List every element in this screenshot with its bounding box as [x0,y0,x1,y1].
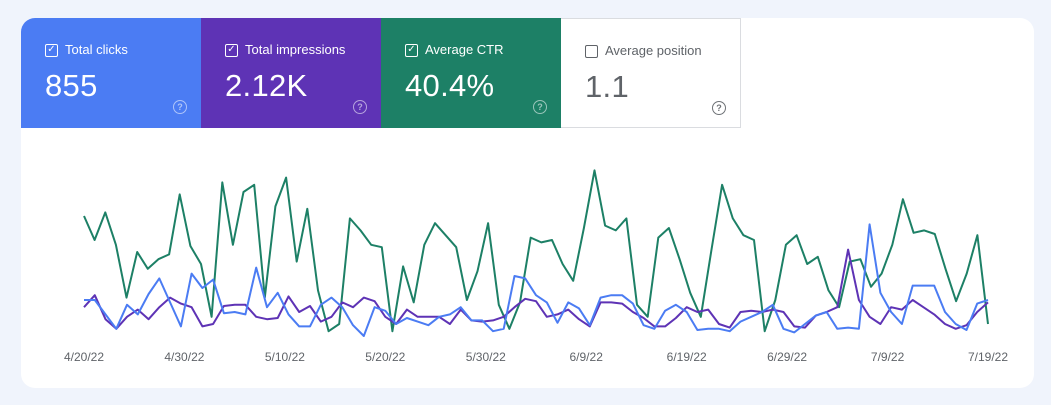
performance-card: ✓ Total clicks 855 ? ✓ Total impressions… [21,18,1034,388]
x-tick-label: 7/9/22 [871,350,905,364]
help-icon[interactable]: ? [712,101,726,115]
tile-total-clicks[interactable]: ✓ Total clicks 855 ? [21,18,201,128]
x-tick-label: 5/20/22 [365,350,405,364]
x-tick-label: 5/10/22 [265,350,305,364]
checkbox-unchecked-icon[interactable] [585,44,598,58]
metric-label: Total clicks [65,42,128,57]
series-layer [83,169,989,337]
tile-average-position[interactable]: Average position 1.1 ? [561,18,741,128]
help-icon[interactable]: ? [353,100,367,114]
tile-label-row: ✓ Total impressions [225,42,345,58]
metric-value: 1.1 [585,69,629,104]
x-tick-label: 6/9/22 [570,350,604,364]
x-tick-label: 5/30/22 [466,350,506,364]
series-line-average-ctr [83,169,989,333]
tile-label-row: ✓ Average CTR [405,42,504,58]
help-icon[interactable]: ? [533,100,547,114]
metric-value: 855 [45,68,98,103]
checkbox-checked-icon[interactable]: ✓ [225,43,238,57]
metric-value: 2.12K [225,68,308,103]
metric-label: Total impressions [245,42,346,57]
checkbox-checked-icon[interactable]: ✓ [405,43,418,57]
x-tick-label: 4/20/22 [64,350,104,364]
metric-label: Average position [605,43,702,58]
help-icon[interactable]: ? [173,100,187,114]
tile-average-ctr[interactable]: ✓ Average CTR 40.4% ? [381,18,561,128]
x-tick-label: 4/30/22 [164,350,204,364]
x-axis-ticks: 4/20/22 4/30/22 5/10/22 5/20/22 5/30/22 6/9/2… [64,350,1008,364]
series-line-total-impressions [83,248,989,330]
metric-tiles: ✓ Total clicks 855 ? ✓ Total impressions… [21,18,741,128]
tile-label-row: ✓ Total clicks [45,42,128,58]
checkbox-checked-icon[interactable]: ✓ [45,43,58,57]
x-tick-label: 6/29/22 [767,350,807,364]
metric-label: Average CTR [425,42,504,57]
metric-value: 40.4% [405,68,495,103]
tile-label-row: Average position [585,43,702,59]
x-tick-label: 6/19/22 [667,350,707,364]
series-line-total-clicks [84,223,989,337]
performance-line-chart: 4/20/22 4/30/22 5/10/22 5/20/22 5/30/22 6/9/2… [64,169,1008,364]
x-tick-label: 7/19/22 [968,350,1008,364]
tile-total-impressions[interactable]: ✓ Total impressions 2.12K ? [201,18,381,128]
